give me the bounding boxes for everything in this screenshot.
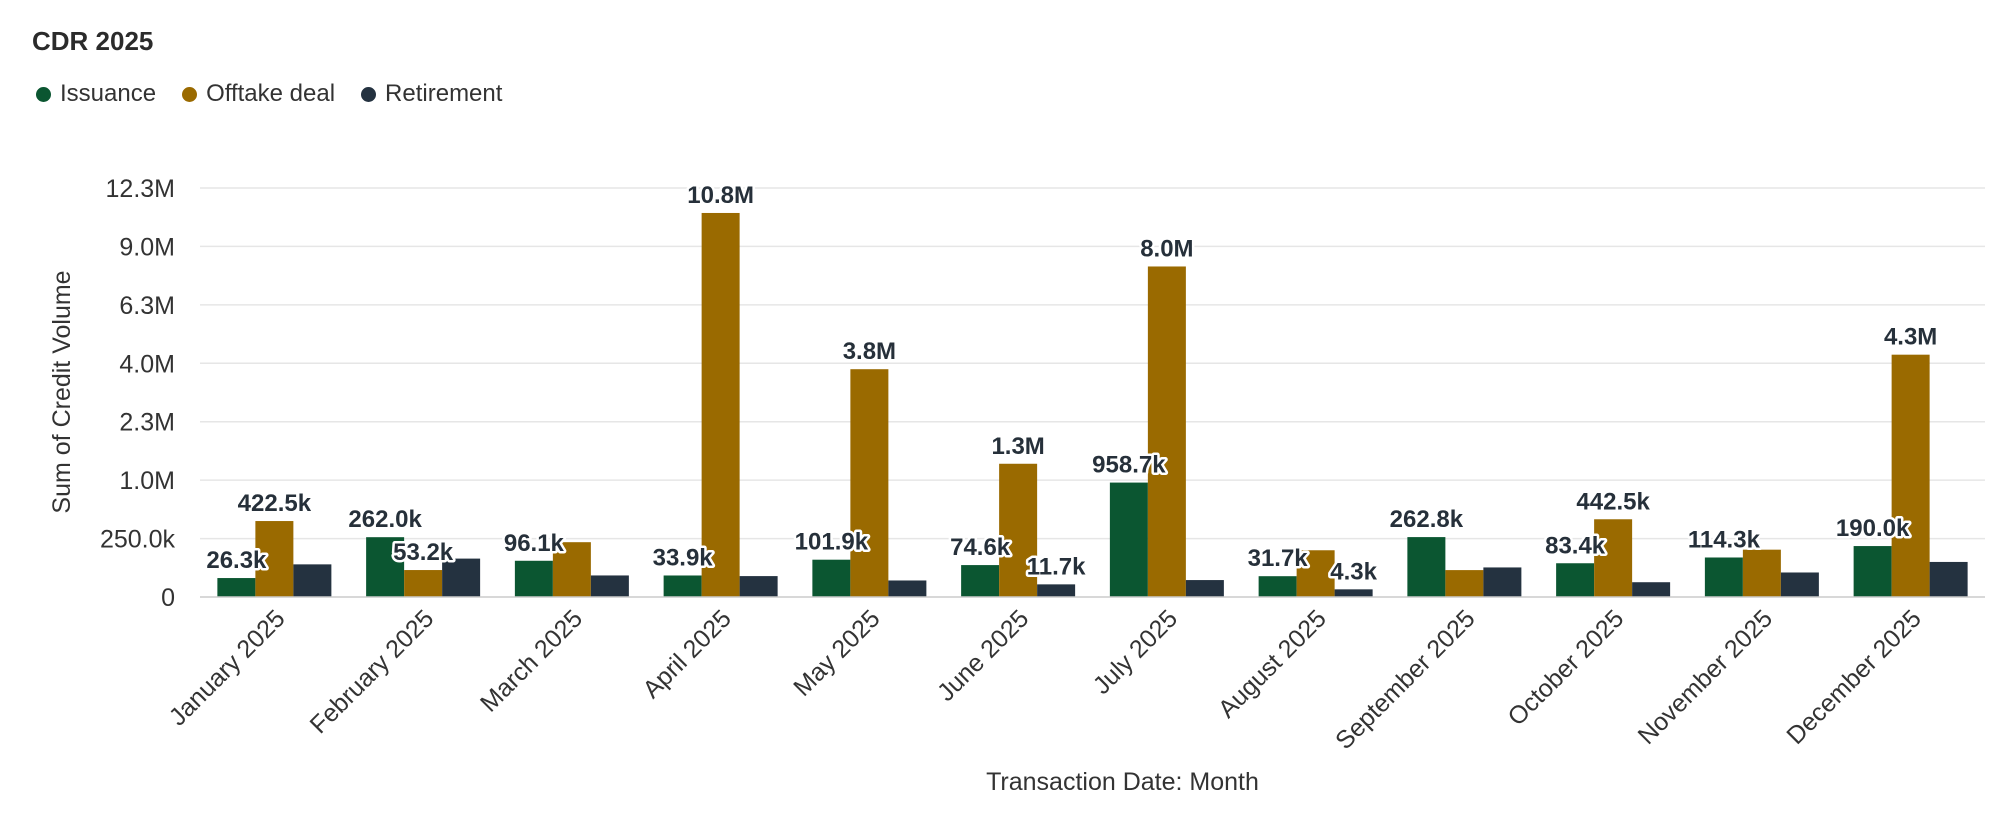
data-label: 4.3M: [1884, 324, 1937, 351]
x-tick-label: September 2025: [1330, 604, 1481, 755]
legend-item-offtake-deal[interactable]: Offtake deal: [182, 80, 335, 108]
bar-offtake-deal-february-2025[interactable]: [404, 570, 443, 597]
bar-offtake-deal-june-2025[interactable]: [999, 463, 1038, 597]
x-axis-label: Transaction Date: Month: [986, 768, 1259, 796]
bar-retirement-may-2025[interactable]: [888, 580, 927, 597]
legend: Issuance Offtake deal Retirement: [36, 80, 528, 108]
y-tick-label: 0: [161, 584, 175, 612]
x-tick-label: November 2025: [1633, 604, 1779, 750]
x-tick-label: July 2025: [1088, 604, 1183, 699]
data-label: 1.3M: [991, 433, 1044, 460]
data-label: 83.4k: [1545, 532, 1606, 559]
y-tick-label: 12.3M: [106, 175, 175, 203]
bar-retirement-june-2025[interactable]: [1037, 584, 1076, 597]
x-tick-label: June 2025: [932, 604, 1034, 706]
bar-offtake-deal-january-2025[interactable]: [255, 521, 294, 597]
x-tick-label: February 2025: [305, 604, 440, 739]
bar-offtake-deal-september-2025[interactable]: [1445, 570, 1484, 597]
legend-swatch-issuance: [36, 86, 51, 102]
data-label: 11.7k: [1027, 553, 1086, 580]
bar-retirement-november-2025[interactable]: [1780, 572, 1819, 597]
y-axis-label: Sum of Credit Volume: [48, 270, 76, 513]
y-axis-ticks: 0 250.0k 1.0M 2.3M 4.0M 6.3M 9.0M 12.3M: [100, 175, 176, 612]
data-label: 74.6k: [950, 534, 1011, 561]
data-label: 96.1k: [504, 530, 565, 557]
x-tick-label: January 2025: [164, 604, 291, 731]
y-tick-label: 250.0k: [100, 526, 176, 554]
data-label: 114.3k: [1688, 526, 1761, 553]
y-tick-label: 4.0M: [119, 350, 175, 378]
legend-swatch-retirement: [361, 86, 377, 102]
y-tick-label: 2.3M: [119, 409, 175, 437]
data-label: 10.8M: [687, 182, 754, 209]
bar-offtake-deal-may-2025[interactable]: [850, 369, 889, 597]
bar-offtake-deal-october-2025[interactable]: [1594, 519, 1633, 597]
data-label: 422.5k: [238, 490, 312, 517]
bar-issuance-march-2025[interactable]: [514, 560, 553, 597]
data-label: 190.0k: [1836, 515, 1910, 542]
x-axis-ticks: January 2025 February 2025 March 2025 April…: [164, 604, 1927, 755]
x-tick-label: March 2025: [475, 604, 588, 717]
legend-item-issuance[interactable]: Issuance: [36, 80, 156, 108]
x-tick-label: December 2025: [1781, 604, 1927, 750]
data-label: 262.8k: [1390, 506, 1464, 533]
legend-label-issuance: Issuance: [60, 80, 157, 107]
data-label: 262.0k: [348, 506, 422, 533]
data-label: 33.9k: [653, 544, 714, 571]
bar-retirement-december-2025[interactable]: [1929, 561, 1968, 597]
data-label: 958.7k: [1092, 452, 1166, 479]
data-label: 53.2k: [393, 539, 454, 566]
bar-issuance-june-2025[interactable]: [961, 565, 1000, 597]
bar-retirement-february-2025[interactable]: [442, 558, 481, 597]
data-label: 26.3k: [206, 547, 267, 574]
legend-label-offtake-deal: Offtake deal: [206, 80, 336, 107]
legend-item-retirement[interactable]: Retirement: [361, 80, 502, 108]
x-tick-label: May 2025: [788, 604, 885, 701]
data-label: 8.0M: [1140, 235, 1193, 262]
data-label: 4.3k: [1330, 558, 1377, 585]
data-label: 3.8M: [843, 338, 896, 365]
bar-retirement-september-2025[interactable]: [1483, 567, 1522, 597]
x-tick-label: August 2025: [1213, 604, 1332, 723]
y-tick-label: 1.0M: [119, 467, 175, 495]
bar-offtake-deal-august-2025[interactable]: [1296, 550, 1335, 597]
data-label: 101.9k: [795, 529, 869, 556]
bar-retirement-august-2025[interactable]: [1334, 589, 1373, 597]
data-label: 31.7k: [1248, 545, 1309, 572]
data-labels: 26.3k 422.5k 262.0k 53.2k 96.1k 33.9k 10.8M 101…: [204, 179, 1940, 587]
bar-retirement-march-2025[interactable]: [590, 575, 629, 597]
bar-issuance-october-2025[interactable]: [1556, 563, 1595, 597]
bar-issuance-april-2025[interactable]: [663, 575, 702, 597]
bar-issuance-february-2025[interactable]: [366, 537, 405, 597]
bar-issuance-may-2025[interactable]: [812, 559, 851, 597]
bar-issuance-july-2025[interactable]: [1109, 482, 1148, 597]
bar-retirement-october-2025[interactable]: [1632, 582, 1671, 597]
bar-retirement-july-2025[interactable]: [1185, 580, 1224, 597]
bar-offtake-deal-march-2025[interactable]: [552, 542, 591, 597]
bar-offtake-deal-april-2025[interactable]: [701, 212, 740, 597]
legend-swatch-offtake-deal: [182, 86, 198, 102]
data-label: 442.5k: [1576, 488, 1650, 515]
bars: [217, 212, 1968, 597]
legend-label-retirement: Retirement: [385, 80, 503, 107]
x-tick-label: April 2025: [637, 604, 736, 703]
x-tick-label: October 2025: [1502, 604, 1629, 731]
bar-issuance-august-2025[interactable]: [1258, 576, 1297, 597]
y-tick-label: 9.0M: [119, 233, 175, 261]
bar-offtake-deal-november-2025[interactable]: [1742, 549, 1781, 597]
bar-offtake-deal-july-2025[interactable]: [1147, 266, 1186, 597]
gridlines: [200, 187, 1985, 540]
bar-issuance-september-2025[interactable]: [1407, 537, 1446, 597]
bar-retirement-april-2025[interactable]: [739, 576, 778, 597]
bar-issuance-january-2025[interactable]: [217, 578, 256, 597]
bar-retirement-january-2025[interactable]: [293, 564, 332, 597]
bar-issuance-december-2025[interactable]: [1853, 546, 1892, 597]
bar-offtake-deal-december-2025[interactable]: [1891, 354, 1930, 597]
y-tick-label: 6.3M: [119, 292, 175, 320]
chart-title: CDR 2025: [32, 26, 154, 56]
bar-issuance-november-2025[interactable]: [1704, 557, 1743, 597]
